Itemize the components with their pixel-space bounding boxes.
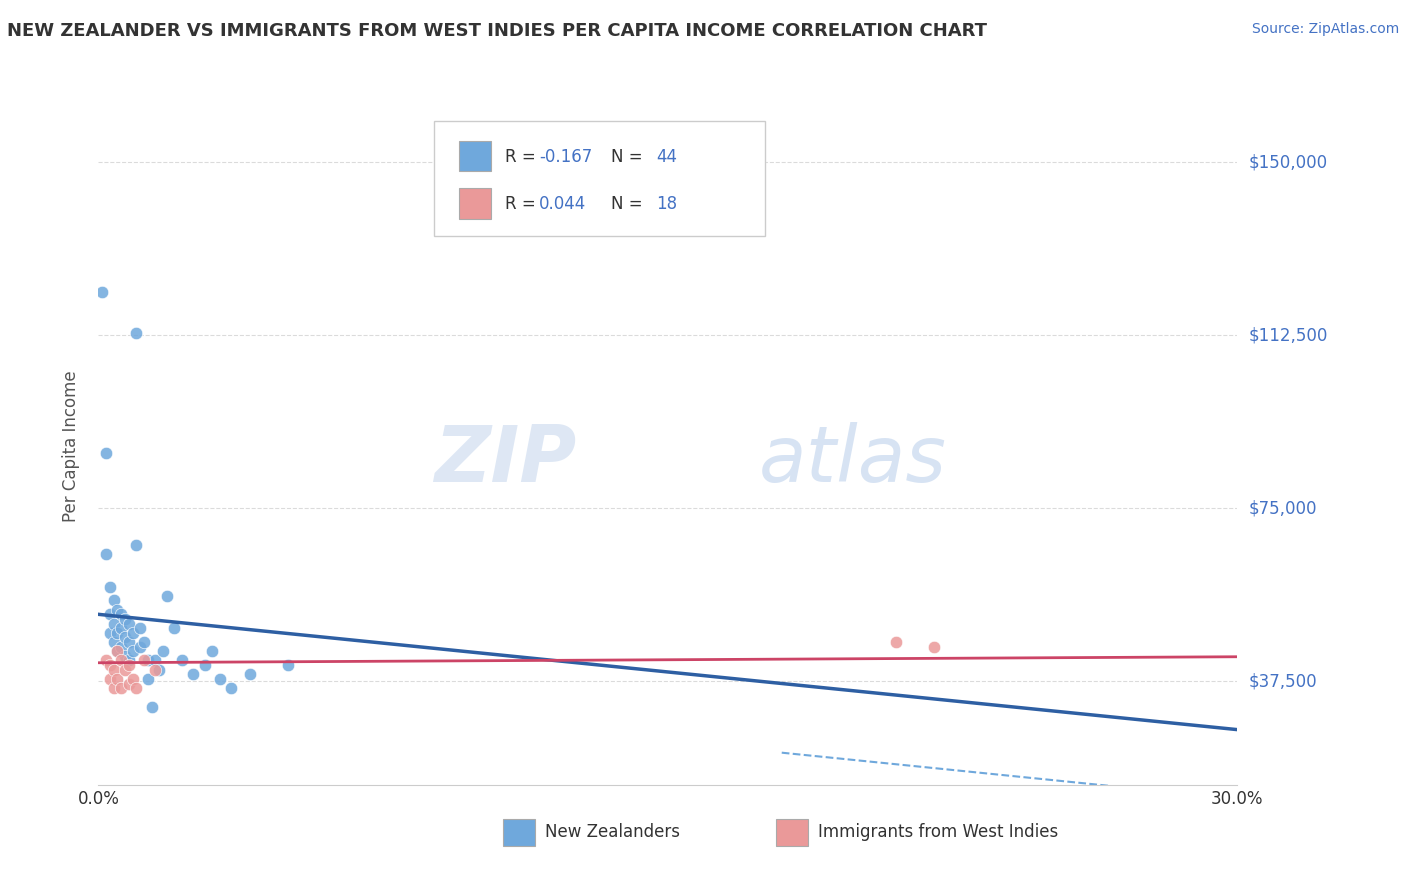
Point xyxy=(136,672,159,686)
Text: 0.044: 0.044 xyxy=(538,195,586,213)
Point xyxy=(94,653,117,667)
Text: NEW ZEALANDER VS IMMIGRANTS FROM WEST INDIES PER CAPITA INCOME CORRELATION CHART: NEW ZEALANDER VS IMMIGRANTS FROM WEST IN… xyxy=(7,22,987,40)
Point xyxy=(132,653,155,667)
Point xyxy=(110,653,132,667)
Point xyxy=(118,676,141,690)
Point xyxy=(110,607,132,622)
Point xyxy=(107,644,129,658)
Point xyxy=(129,640,152,654)
Text: $37,500: $37,500 xyxy=(1249,673,1317,690)
Point xyxy=(183,667,205,681)
Text: $150,000: $150,000 xyxy=(1249,153,1327,171)
Point xyxy=(277,658,299,673)
Point xyxy=(170,653,193,667)
Text: Immigrants from West Indies: Immigrants from West Indies xyxy=(818,823,1059,841)
Point xyxy=(208,672,231,686)
Point xyxy=(121,672,143,686)
Point xyxy=(107,603,129,617)
Point xyxy=(103,663,125,677)
Text: atlas: atlas xyxy=(759,422,946,498)
Text: Source: ZipAtlas.com: Source: ZipAtlas.com xyxy=(1251,22,1399,37)
Text: ZIP: ZIP xyxy=(434,422,576,498)
Point xyxy=(110,640,132,654)
Point xyxy=(107,625,129,640)
Point xyxy=(118,635,141,649)
Text: N =: N = xyxy=(610,147,648,166)
FancyBboxPatch shape xyxy=(503,819,534,846)
Point xyxy=(94,446,117,460)
Point xyxy=(129,621,152,635)
Point xyxy=(103,681,125,695)
Point xyxy=(156,589,179,603)
Point xyxy=(98,625,121,640)
Point xyxy=(103,616,125,631)
FancyBboxPatch shape xyxy=(434,120,765,235)
Text: N =: N = xyxy=(610,195,648,213)
Point xyxy=(91,285,114,299)
Point xyxy=(239,667,262,681)
Point xyxy=(125,681,148,695)
Point xyxy=(121,644,143,658)
Point xyxy=(145,653,167,667)
Point xyxy=(132,635,155,649)
Point xyxy=(118,616,141,631)
Point xyxy=(141,699,163,714)
Point xyxy=(107,644,129,658)
Point xyxy=(121,625,143,640)
Point xyxy=(110,621,132,635)
Point xyxy=(114,663,136,677)
Point xyxy=(163,621,186,635)
Point xyxy=(103,635,125,649)
Point xyxy=(107,672,129,686)
Point xyxy=(114,631,136,645)
Y-axis label: Per Capita Income: Per Capita Income xyxy=(62,370,80,522)
Point xyxy=(98,580,121,594)
Point xyxy=(152,644,174,658)
Point xyxy=(118,653,141,667)
Point xyxy=(145,663,167,677)
Point xyxy=(148,663,170,677)
Point xyxy=(136,653,159,667)
Point xyxy=(884,635,907,649)
FancyBboxPatch shape xyxy=(460,141,491,171)
Point xyxy=(125,326,148,340)
Text: -0.167: -0.167 xyxy=(538,147,592,166)
Point xyxy=(94,547,117,561)
Point xyxy=(98,672,121,686)
Text: 18: 18 xyxy=(657,195,678,213)
Text: 44: 44 xyxy=(657,147,678,166)
Text: R =: R = xyxy=(505,147,541,166)
FancyBboxPatch shape xyxy=(776,819,808,846)
FancyBboxPatch shape xyxy=(460,188,491,219)
Text: R =: R = xyxy=(505,195,541,213)
Point xyxy=(201,644,224,658)
Point xyxy=(194,658,217,673)
Text: $112,500: $112,500 xyxy=(1249,326,1327,344)
Text: $75,000: $75,000 xyxy=(1249,500,1317,517)
Point xyxy=(98,607,121,622)
Point xyxy=(103,593,125,607)
Point xyxy=(114,612,136,626)
Point xyxy=(922,640,945,654)
Point xyxy=(114,648,136,663)
Point xyxy=(125,538,148,552)
Point xyxy=(221,681,243,695)
Point xyxy=(118,658,141,673)
Text: New Zealanders: New Zealanders xyxy=(546,823,681,841)
Point xyxy=(98,658,121,673)
Point xyxy=(110,681,132,695)
